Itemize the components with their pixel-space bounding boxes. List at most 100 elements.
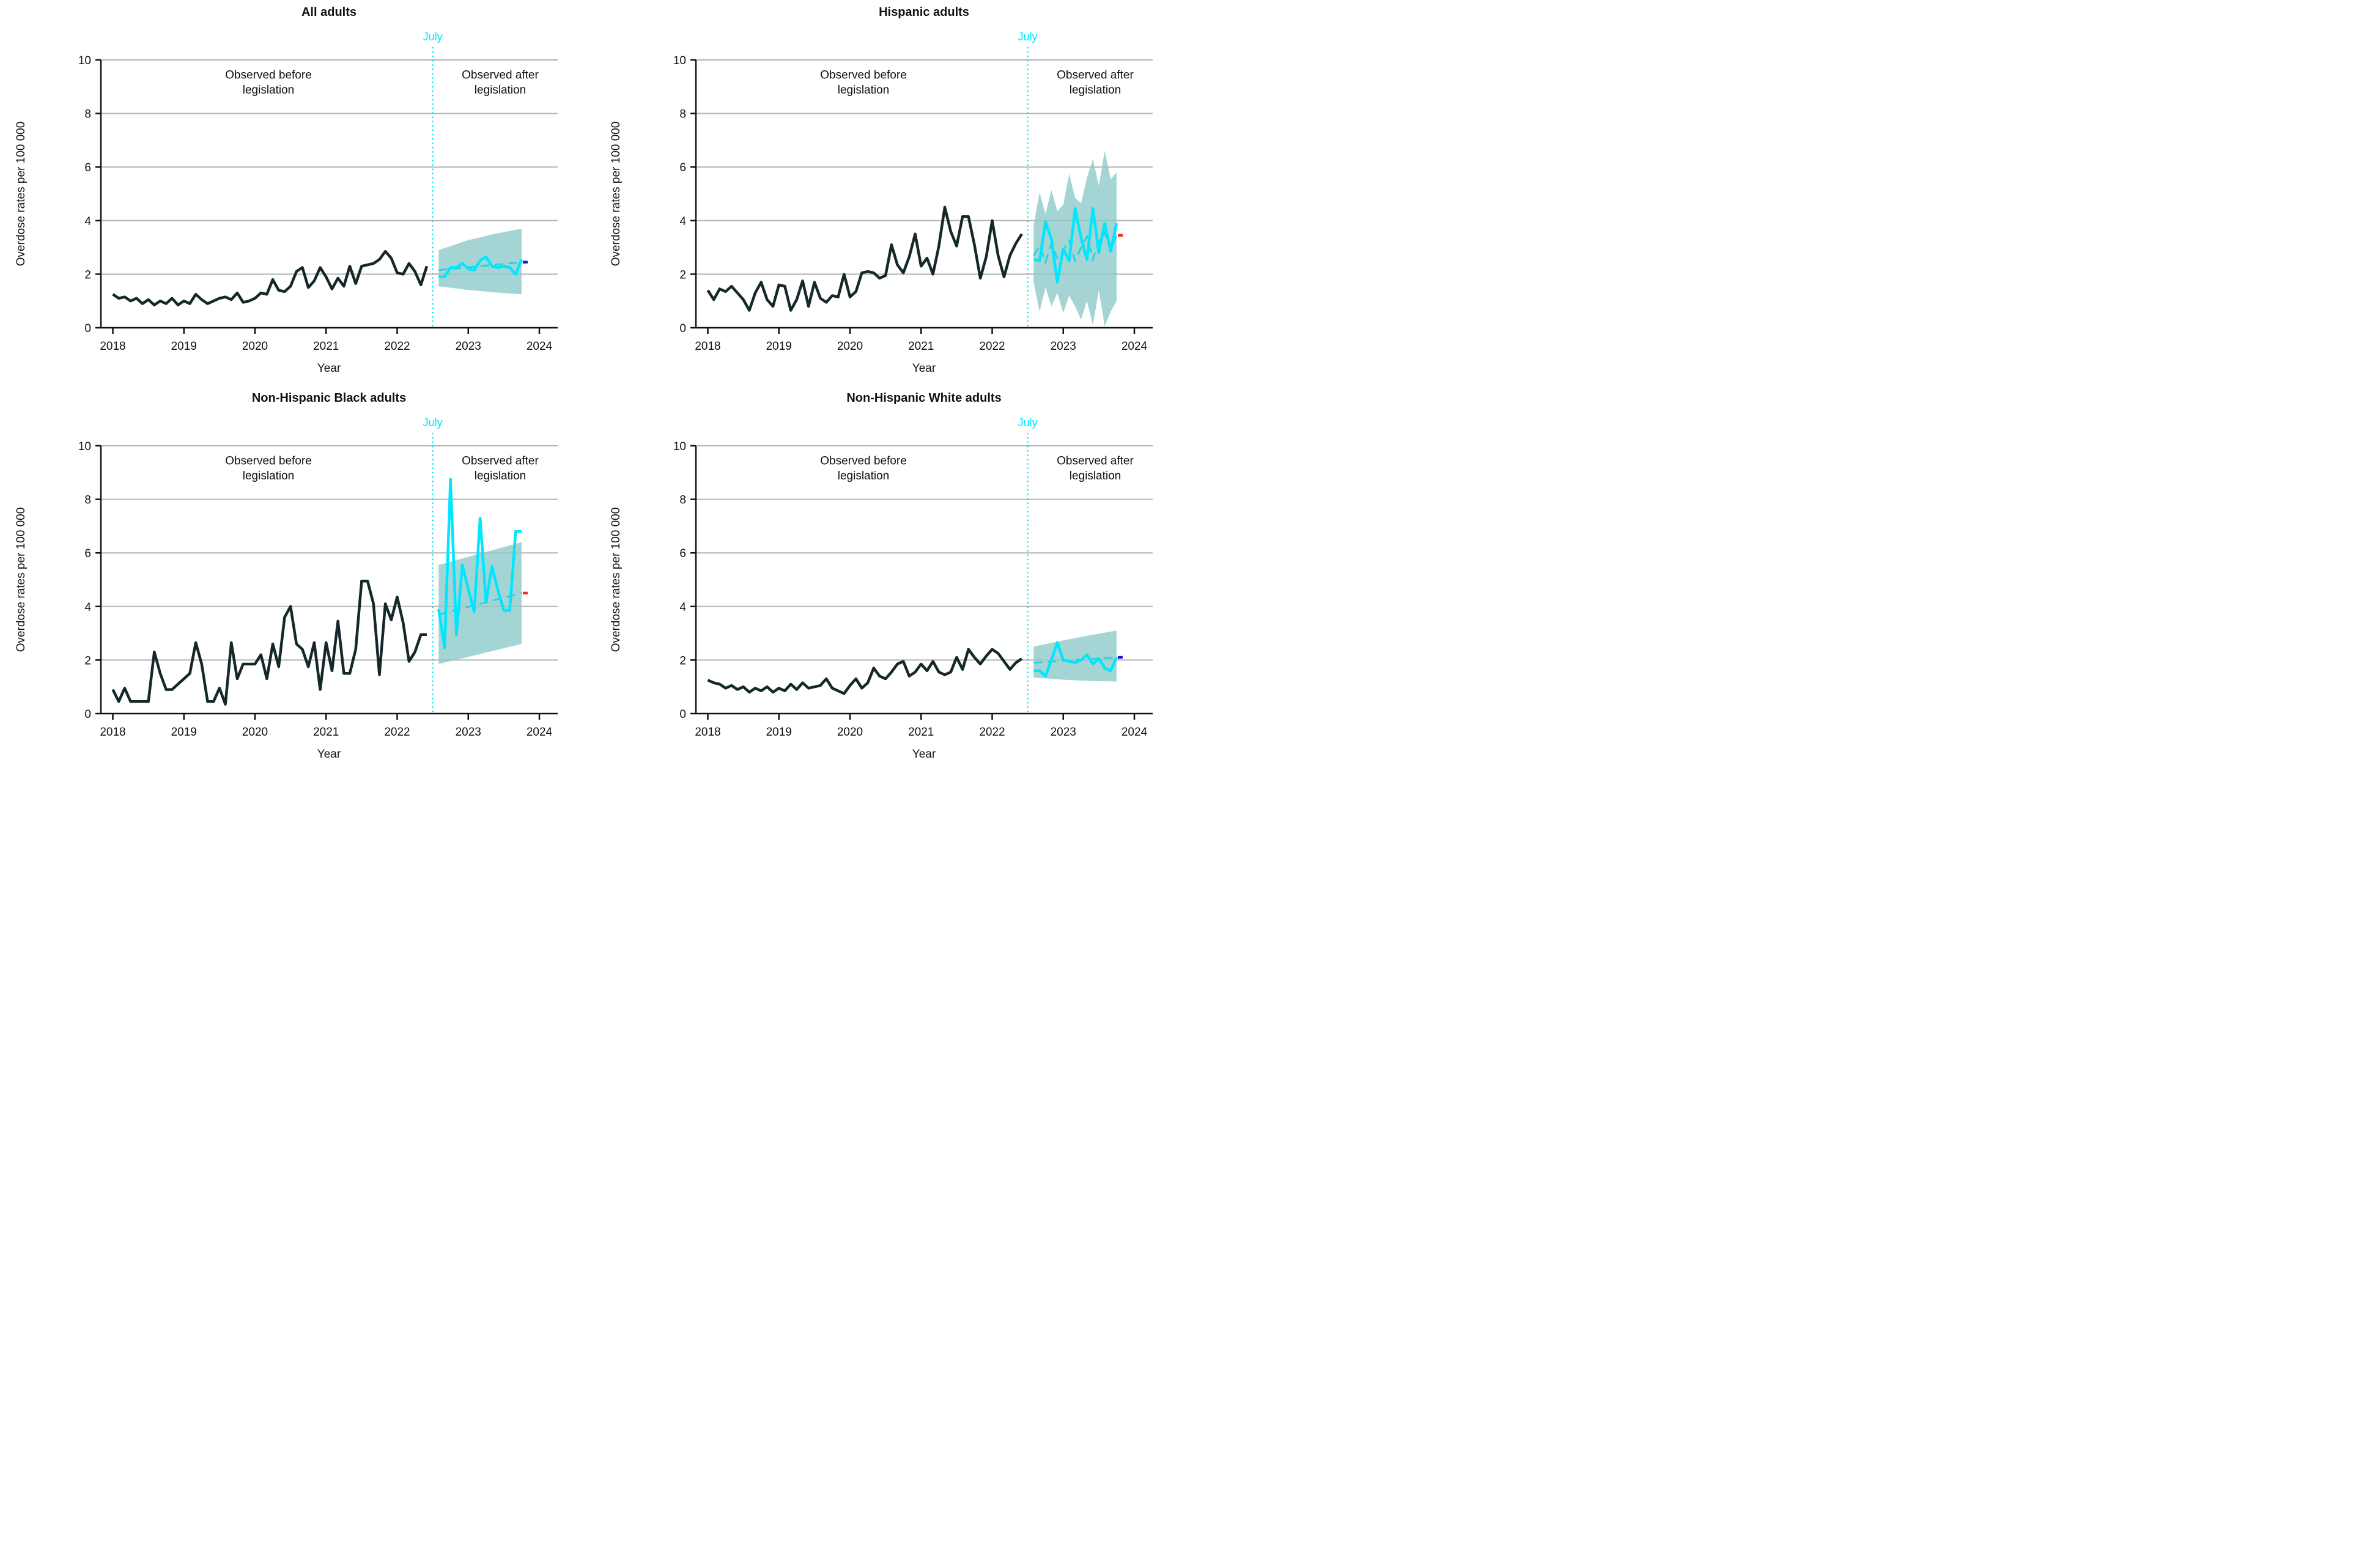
x-tick-label: 2018 (695, 340, 720, 353)
after-label-line1: Observed after (1057, 455, 1134, 468)
after-label-line2: legislation (1070, 84, 1122, 97)
after-label-line1: Observed after (462, 455, 539, 468)
x-axis-title: Year (317, 362, 341, 375)
y-tick-label: 4 (84, 601, 91, 614)
before-label-line2: legislation (838, 84, 890, 97)
panel-all-adults: 0 2 4 6 8 10 2018 2019 2020 2021 2022 2023 2024 Obser… (0, 0, 595, 386)
observed-after-line (1033, 641, 1118, 678)
observed-after-line (1033, 207, 1118, 284)
chart-svg-non-hispanic-black-adults: 0 2 4 6 8 10 2018 2019 2020 2021 2022 2023 2024 Obser… (15, 391, 558, 761)
observed-before-line (111, 579, 427, 706)
forecast-dashed-line (1033, 231, 1118, 265)
x-tick-label: 2023 (1051, 340, 1076, 353)
forecast-end-marker (522, 591, 528, 595)
panel-title: Non-Hispanic White adults (846, 391, 1001, 405)
before-label-line1: Observed before (225, 455, 312, 468)
confidence-band (1033, 630, 1117, 682)
y-tick-label: 4 (679, 601, 686, 614)
x-tick-label: 2023 (1051, 726, 1076, 739)
y-tick-label: 4 (679, 215, 686, 228)
y-tick-label: 10 (78, 440, 91, 453)
x-tick-label: 2022 (979, 726, 1005, 739)
july-label: July (1018, 416, 1038, 429)
y-tick-label: 4 (84, 215, 91, 228)
after-label-line1: Observed after (462, 69, 539, 82)
july-label: July (423, 31, 443, 43)
forecast-dashed-line (438, 592, 522, 616)
x-tick-label: 2019 (171, 726, 197, 739)
x-tick-label: 2018 (695, 726, 720, 739)
chart-svg-hispanic-adults: 0 2 4 6 8 10 2018 2019 2020 2021 2022 2023 2024 Obser… (610, 6, 1153, 375)
confidence-band (1033, 150, 1117, 327)
y-tick-label: 0 (84, 708, 91, 721)
x-tick-label: 2021 (313, 726, 339, 739)
observed-before-line (707, 648, 1023, 695)
panel-hispanic-adults: 0 2 4 6 8 10 2018 2019 2020 2021 2022 2023 2024 Obser… (595, 0, 1190, 386)
x-tick-label: 2021 (313, 340, 339, 353)
after-label-line2: legislation (475, 84, 527, 97)
y-axis-title: Overdose rates per 100 000 (610, 122, 623, 267)
observed-after-line (438, 255, 523, 279)
y-tick-label: 10 (78, 54, 91, 67)
y-tick-label: 6 (679, 547, 686, 560)
y-tick-label: 8 (84, 494, 91, 507)
x-tick-label: 2021 (908, 340, 934, 353)
before-label-line2: legislation (243, 84, 295, 97)
panel-grid: 0 2 4 6 8 10 2018 2019 2020 2021 2022 2023 2024 Obser… (0, 0, 1190, 772)
x-tick-label: 2022 (979, 340, 1005, 353)
x-tick-label: 2019 (766, 340, 792, 353)
y-axis-title: Overdose rates per 100 000 (610, 508, 623, 652)
overdose-rates-figure: 0 2 4 6 8 10 2018 2019 2020 2021 2022 2023 2024 Obser… (0, 0, 1190, 772)
y-tick-label: 8 (679, 108, 686, 121)
after-label-line2: legislation (1070, 470, 1122, 482)
x-tick-label: 2023 (456, 726, 481, 739)
forecast-end-marker (1117, 234, 1123, 237)
x-tick-label: 2020 (837, 340, 863, 353)
forecast-end-marker (1117, 656, 1123, 659)
y-tick-label: 8 (679, 494, 686, 507)
y-tick-label: 2 (679, 268, 686, 281)
before-label-line1: Observed before (225, 69, 312, 82)
before-label-line2: legislation (243, 470, 295, 482)
x-tick-label: 2018 (100, 726, 125, 739)
observed-before-line (706, 205, 1023, 312)
panel-non-hispanic-white-adults: 0 2 4 6 8 10 2018 2019 2020 2021 2022 2023 2024 Obser… (595, 386, 1190, 772)
observed-after-line (437, 478, 522, 649)
chart-svg-all-adults: 0 2 4 6 8 10 2018 2019 2020 2021 2022 2023 2024 Obser… (15, 6, 558, 375)
forecast-end-marker (522, 260, 528, 264)
panel-title: Non-Hispanic Black adults (252, 391, 406, 405)
y-tick-label: 0 (679, 322, 686, 335)
x-tick-label: 2024 (527, 726, 553, 739)
after-label-line1: Observed after (1057, 69, 1134, 82)
x-tick-label: 2022 (384, 340, 410, 353)
y-axis-title: Overdose rates per 100 000 (15, 122, 28, 267)
before-label-line1: Observed before (820, 455, 907, 468)
x-axis-title: Year (912, 748, 936, 761)
y-tick-label: 6 (679, 161, 686, 174)
x-tick-label: 2021 (908, 726, 934, 739)
x-tick-label: 2018 (100, 340, 125, 353)
before-label-line2: legislation (838, 470, 890, 482)
panel-title: All adults (301, 6, 357, 19)
x-tick-label: 2023 (456, 340, 481, 353)
chart-svg-non-hispanic-white-adults: 0 2 4 6 8 10 2018 2019 2020 2021 2022 2023 2024 Obser… (610, 391, 1153, 761)
y-tick-label: 0 (84, 322, 91, 335)
x-tick-label: 2024 (527, 340, 553, 353)
x-tick-label: 2024 (1122, 726, 1148, 739)
x-tick-label: 2024 (1122, 340, 1148, 353)
panel-title: Hispanic adults (879, 6, 969, 19)
x-tick-label: 2022 (384, 726, 410, 739)
july-label: July (1018, 31, 1038, 43)
x-tick-label: 2020 (242, 726, 268, 739)
before-label-line1: Observed before (820, 69, 907, 82)
x-axis-title: Year (317, 748, 341, 761)
y-tick-label: 10 (673, 440, 686, 453)
y-tick-label: 2 (84, 654, 91, 667)
y-tick-label: 6 (84, 547, 91, 560)
observed-before-line (112, 249, 429, 307)
after-label-line2: legislation (475, 470, 527, 482)
y-tick-label: 2 (679, 654, 686, 667)
y-tick-label: 0 (679, 708, 686, 721)
x-tick-label: 2020 (242, 340, 268, 353)
july-label: July (423, 416, 443, 429)
